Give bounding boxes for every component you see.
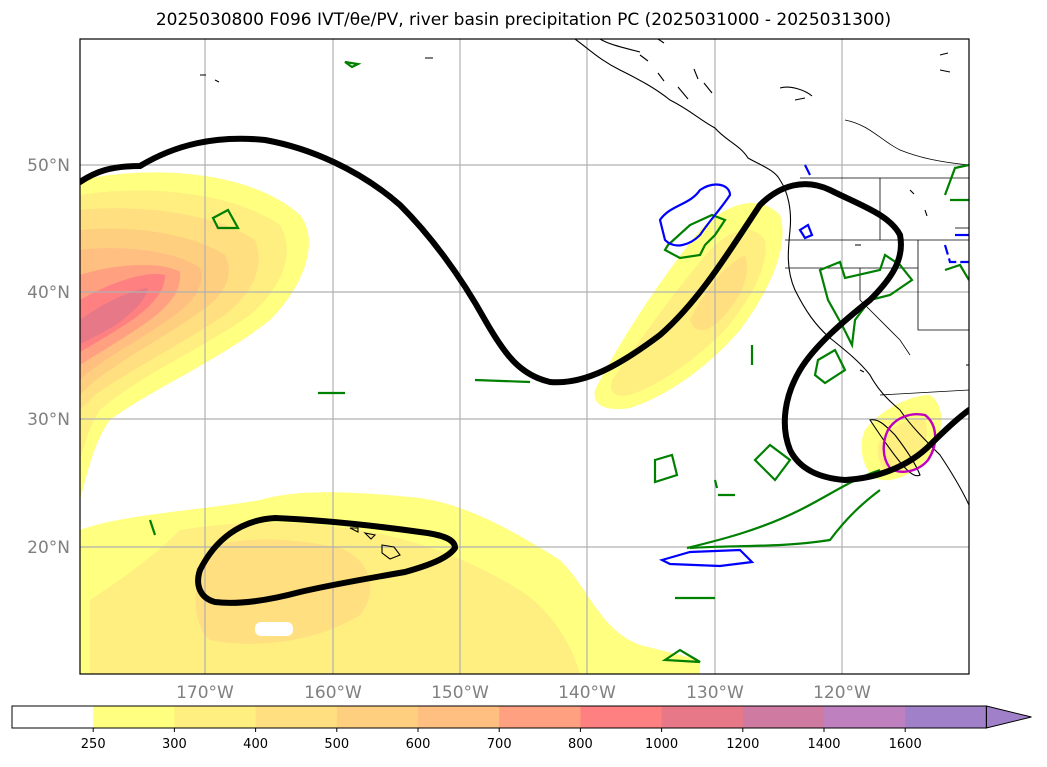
coastline <box>574 39 969 506</box>
colorbar-label: 1000 <box>645 737 678 752</box>
colorbar-label: 250 <box>81 737 106 752</box>
lat-label: 50°N <box>27 156 70 176</box>
colorbar-segment <box>661 706 744 728</box>
colorbar-segment <box>336 706 419 728</box>
colorbar-extend-arrow <box>985 705 1032 729</box>
colorbar-segment <box>174 706 257 728</box>
lon-label: 170°W <box>176 683 234 703</box>
colorbar-segment <box>742 706 825 728</box>
colorbar-segment <box>905 706 987 728</box>
colorbar-label: 300 <box>162 737 187 752</box>
lat-label: 30°N <box>27 410 70 430</box>
ivt-gap <box>255 622 293 636</box>
map-frame <box>79 38 970 675</box>
lon-label: 150°W <box>431 683 489 703</box>
lat-labels: 50°N 40°N 30°N 20°N <box>27 156 70 558</box>
colorbar-label: 1200 <box>726 737 759 752</box>
colorbar-label: 400 <box>243 737 268 752</box>
lat-label: 40°N <box>27 283 70 303</box>
lon-label: 160°W <box>304 683 362 703</box>
colorbar-segment <box>418 706 500 728</box>
colorbar-segment <box>580 706 663 728</box>
colorbar-label: 500 <box>324 737 349 752</box>
colorbar-label: 700 <box>487 737 512 752</box>
lon-label: 130°W <box>686 683 744 703</box>
colorbar-segment <box>93 706 175 728</box>
colorbar-label: 1400 <box>807 737 840 752</box>
lon-labels: 170°W 160°W 150°W 140°W 130°W 120°W <box>176 683 871 703</box>
colorbar-segment <box>255 706 338 728</box>
colorbar: 250 300 400 500 600 700 800 1000 1200 1400 1600 <box>11 705 1032 752</box>
lat-label: 20°N <box>27 538 70 558</box>
colorbar-segment <box>12 706 94 728</box>
colorbar-segment <box>824 706 906 728</box>
islands <box>200 52 969 560</box>
lon-label: 140°W <box>558 683 616 703</box>
precip-contour <box>882 413 937 473</box>
colorbar-label: 600 <box>406 737 431 752</box>
colorbar-segment <box>499 706 581 728</box>
pv-contours <box>80 135 969 606</box>
map-title: 2025030800 F096 IVT/θe/PV, river basin p… <box>155 10 892 30</box>
ivt-shading-west <box>80 172 309 501</box>
ivt-shading-south <box>80 492 700 674</box>
negative-contours <box>658 164 969 568</box>
graticule <box>80 39 969 674</box>
colorbar-label: 800 <box>568 737 593 752</box>
colorbar-label: 1600 <box>889 737 922 752</box>
state-borders <box>785 119 969 396</box>
map-content <box>80 39 969 674</box>
lon-label: 120°W <box>813 683 871 703</box>
